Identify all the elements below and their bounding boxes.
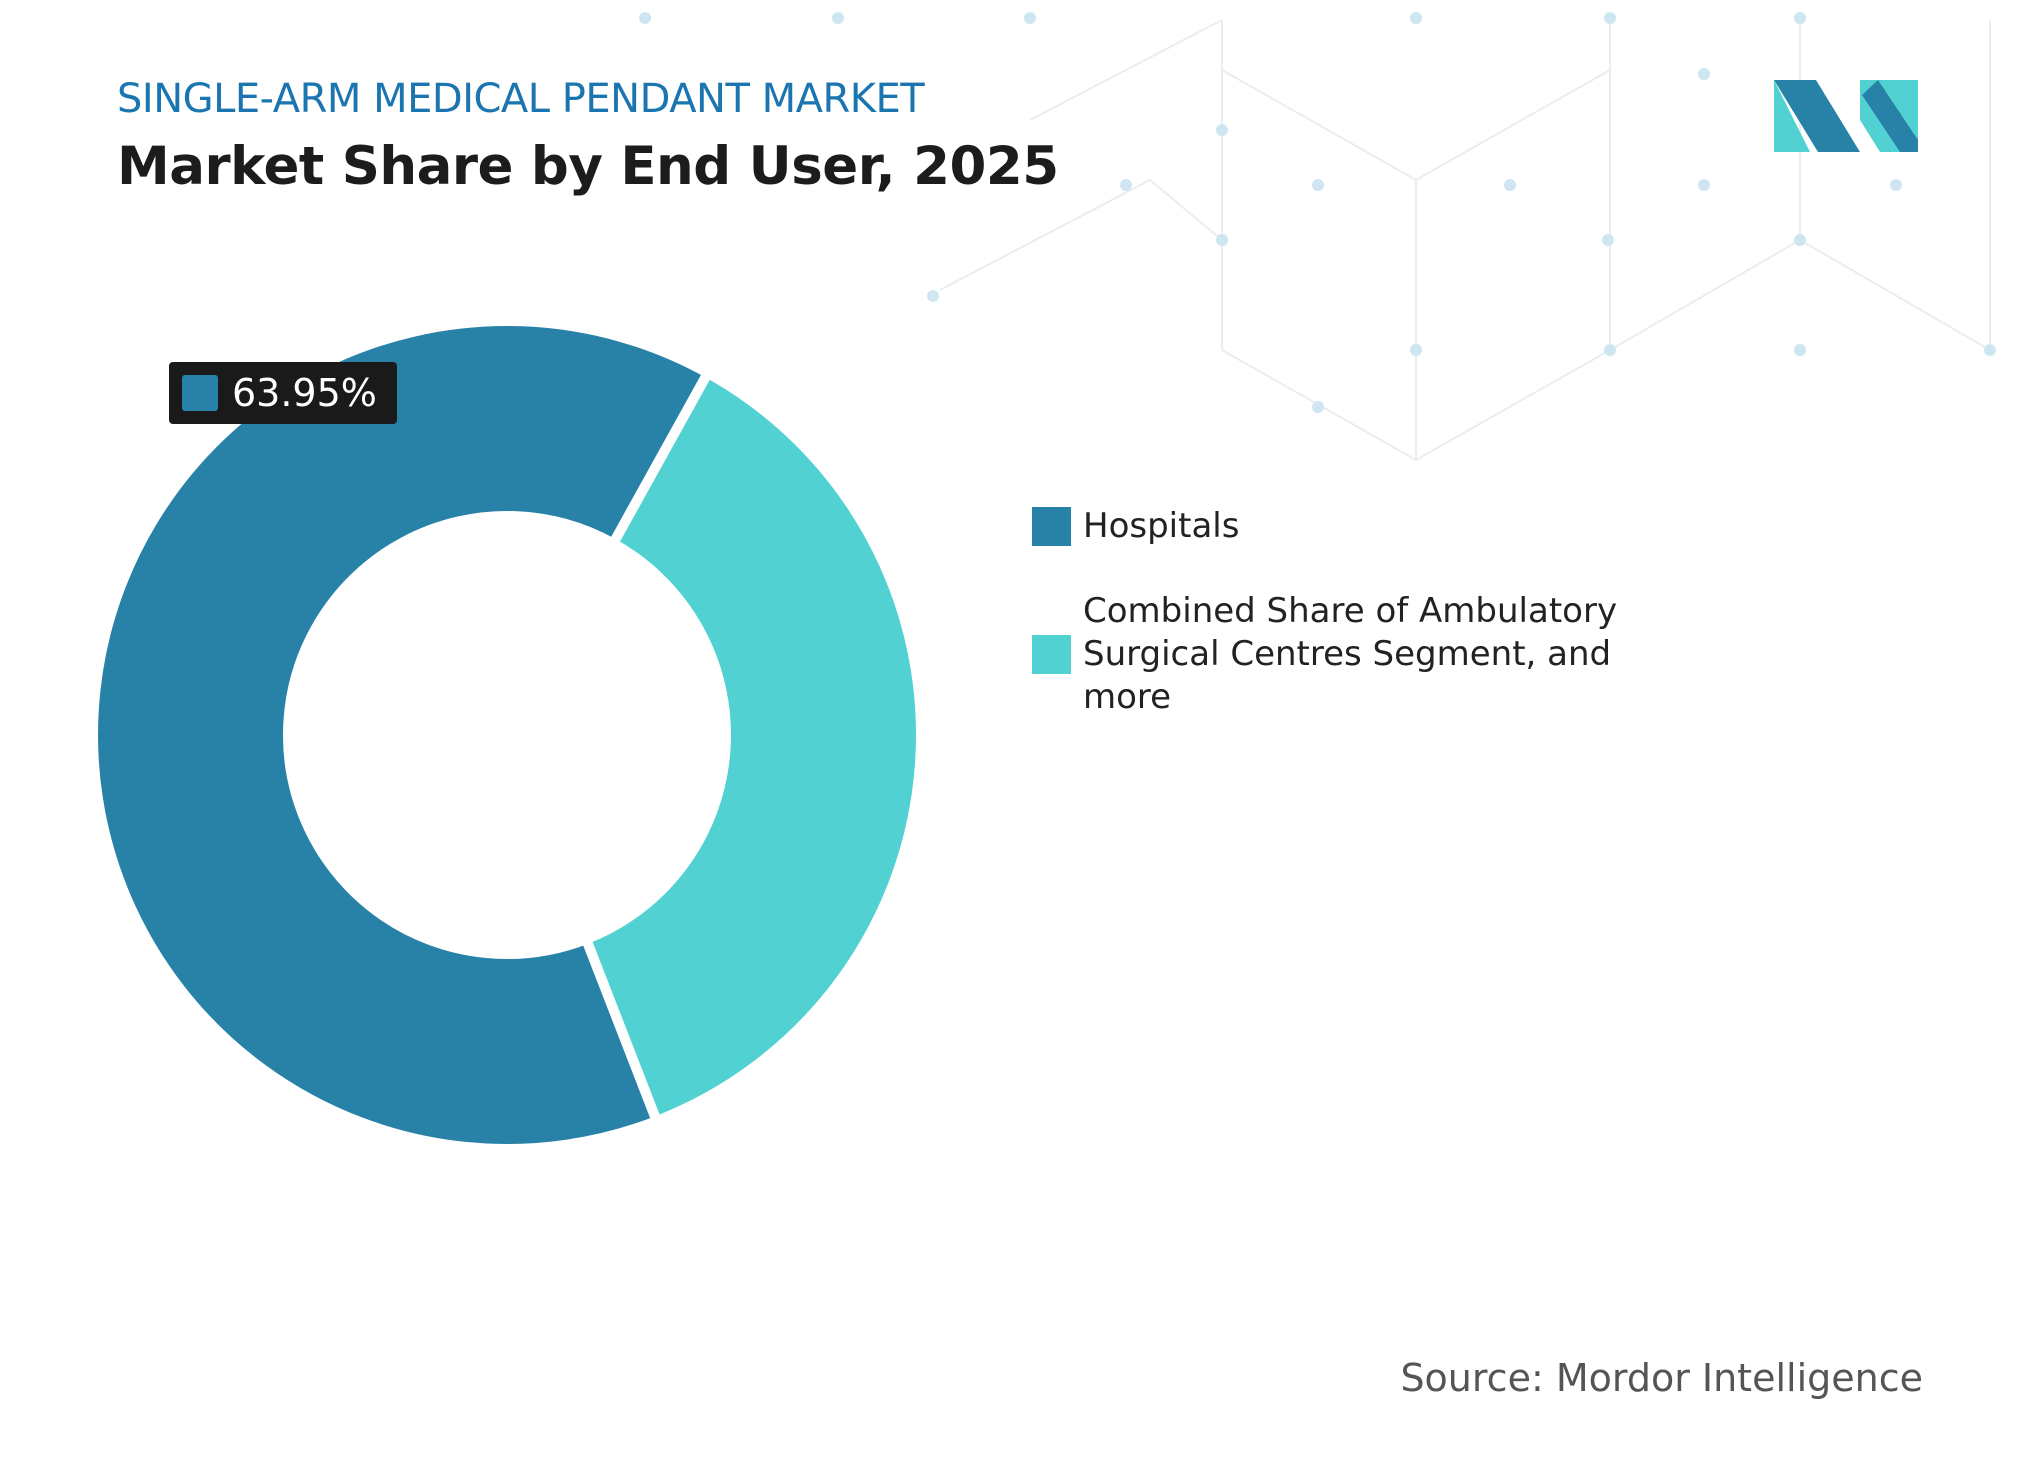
chart-subtitle: Market Share by End User, 2025 bbox=[117, 136, 1059, 197]
background-pattern bbox=[939, 19, 1991, 462]
donut-slice bbox=[579, 366, 926, 1128]
legend-swatch bbox=[1032, 635, 1071, 674]
data-label-box bbox=[169, 362, 397, 424]
data-label-text: 63.95% bbox=[232, 371, 377, 415]
donut-slice bbox=[88, 316, 715, 1154]
legend-label: Combined Share of Ambulatory Surgical Ce… bbox=[1083, 591, 1618, 717]
data-label-swatch bbox=[182, 375, 218, 411]
legend-item: Combined Share of Ambulatory Surgical Ce… bbox=[1032, 590, 1683, 719]
chart-title: SINGLE-ARM MEDICAL PENDANT MARKET bbox=[117, 76, 925, 122]
source: Source: Mordor Intelligence bbox=[1400, 1356, 1923, 1400]
legend-swatch bbox=[1032, 507, 1071, 546]
logo bbox=[1774, 80, 1918, 152]
legend-item: Hospitals bbox=[1032, 505, 1683, 548]
legend-label: Hospitals bbox=[1083, 506, 1240, 546]
background-dots bbox=[639, 12, 1996, 413]
data-label: 63.95% bbox=[169, 362, 397, 424]
